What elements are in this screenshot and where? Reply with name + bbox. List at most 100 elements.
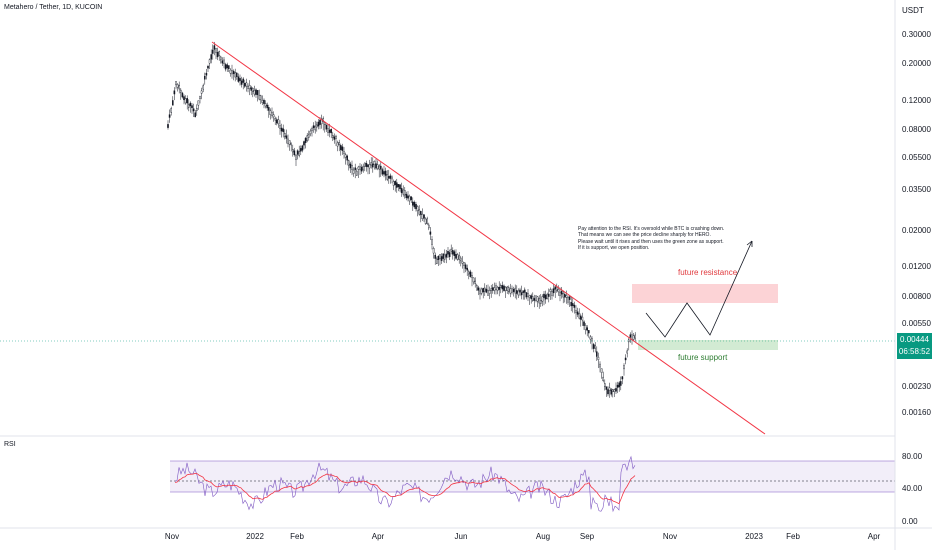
candle-body (295, 155, 297, 160)
candle-body (280, 127, 283, 132)
analysis-note[interactable]: Pay attention to the RSI. It's oversold … (578, 226, 778, 252)
candle-body (216, 52, 219, 58)
candle-body (436, 258, 438, 264)
support-zone[interactable] (638, 340, 778, 350)
candle-body (608, 387, 611, 391)
downtrend-line[interactable] (211, 41, 766, 435)
candle-body (432, 248, 435, 254)
candle-body (195, 107, 198, 111)
candle-body (253, 89, 256, 95)
candle-body (364, 162, 366, 167)
price-tick: 0.00160 (902, 408, 931, 417)
candle-body (203, 76, 206, 80)
rsi-indicator-label[interactable]: RSI (4, 441, 16, 448)
candle-body (207, 65, 209, 69)
candle-body (509, 288, 512, 294)
bar-countdown: 06:58:52 (898, 347, 931, 356)
candle-body (496, 286, 499, 291)
candle-body (277, 119, 280, 125)
candle-body (493, 287, 496, 291)
candle-body (199, 96, 201, 99)
candle-body (251, 88, 254, 92)
candle-body (541, 296, 544, 302)
candle-body (431, 239, 433, 245)
candle-body (380, 165, 382, 170)
candle-body (426, 218, 429, 224)
candle-body (612, 389, 614, 392)
price-tick: 0.01200 (902, 262, 931, 272)
candle-body (287, 138, 289, 144)
price-tick: 0.05500 (902, 152, 931, 162)
candle-body (456, 254, 459, 260)
candle-body (179, 89, 182, 93)
candle-body (586, 327, 588, 331)
projection-path[interactable] (645, 240, 753, 338)
candle-body (272, 114, 275, 118)
candle-body (349, 163, 352, 169)
symbol-title[interactable]: Metahero / Tether, 1D, KUCOIN (4, 4, 103, 11)
candle-body (572, 303, 574, 306)
candle-body (372, 163, 374, 168)
candle-body (370, 162, 373, 166)
candle-body (532, 296, 534, 301)
candle-body (221, 60, 224, 64)
candle-body (487, 290, 489, 296)
candle-body (628, 339, 630, 343)
resistance-zone[interactable] (632, 284, 778, 303)
candle-body (501, 285, 504, 290)
candle-body (498, 286, 501, 290)
candle-body (397, 184, 400, 188)
candle-body (264, 103, 267, 107)
candle-body (344, 154, 347, 158)
candle-body (266, 104, 269, 109)
candle-body (226, 64, 229, 69)
currency-unit: USDT (902, 6, 924, 15)
candle-body (442, 253, 445, 259)
candle-body (479, 290, 481, 295)
candle-body (599, 363, 601, 368)
candle-body (548, 293, 550, 297)
time-label-sep: Sep (579, 532, 595, 541)
candle-body (202, 85, 205, 90)
candle-body (232, 70, 235, 74)
price-tick: 0.30000 (902, 30, 931, 39)
candle-body (263, 99, 265, 104)
candle-body (343, 151, 345, 154)
candle-body (560, 290, 563, 295)
candle-body (240, 80, 243, 85)
price-tick: 0.12000 (902, 96, 931, 106)
candle-body (576, 311, 579, 315)
candle-body (392, 181, 395, 186)
candle-body (584, 325, 587, 331)
candle-body (304, 137, 307, 143)
candle-body (524, 289, 526, 293)
candle-body (450, 248, 453, 252)
candle-body (605, 386, 608, 390)
candle-body (551, 290, 553, 296)
candle-body (418, 209, 421, 215)
candle-body (170, 108, 173, 113)
candle-body (520, 292, 523, 296)
candle-body (554, 286, 556, 290)
candle-body (210, 54, 213, 60)
candle-body (335, 135, 337, 139)
candle-body (533, 298, 536, 301)
note-line: That means we can see the price decline … (578, 232, 711, 239)
candle-body (410, 196, 413, 200)
time-label-aug: Aug (535, 532, 551, 541)
time-label-feb: Feb (290, 532, 304, 541)
candle-body (394, 181, 397, 186)
candle-body (250, 87, 253, 91)
candle-body (591, 338, 593, 342)
candle-body (223, 59, 225, 64)
candle-body (506, 286, 509, 291)
candle-body (359, 166, 361, 170)
candle-body (376, 164, 379, 169)
candle-body (516, 290, 518, 294)
candle-body (346, 155, 349, 161)
candle-body (546, 293, 548, 299)
candle-body (205, 72, 208, 76)
candle-body (535, 295, 537, 301)
candle-body (578, 313, 580, 319)
